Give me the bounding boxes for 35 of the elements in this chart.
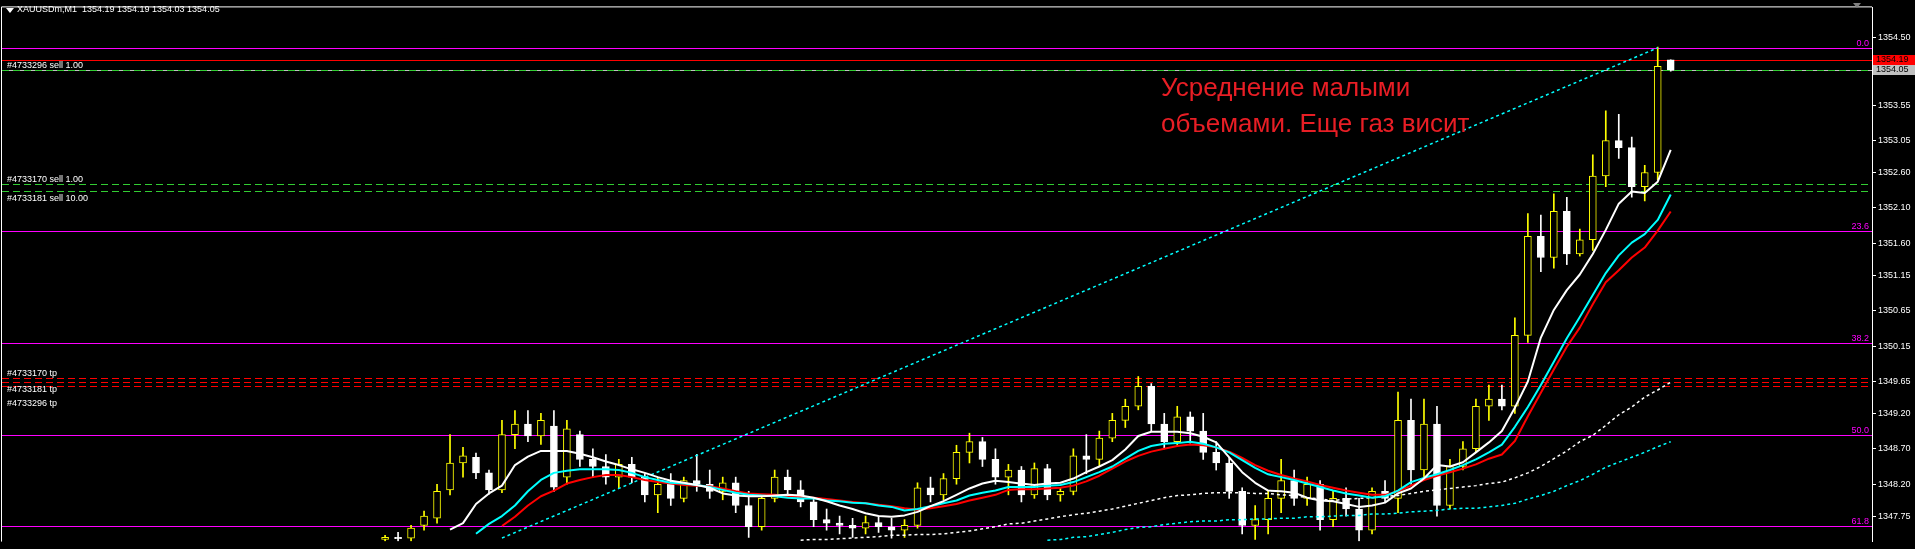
line-series [1046, 440, 1672, 541]
y-tick-label: 1352.10 [1878, 202, 1911, 213]
ref-line-label: #4733181 sell 10.00 [7, 193, 89, 203]
y-tick-label: 1347.75 [1878, 510, 1911, 521]
y-tick-label: 1351.15 [1878, 269, 1911, 280]
candlestick [692, 454, 701, 492]
ref-line-label: #4733170 tp [7, 368, 58, 378]
chart-title: XAUUSDm,M1 1354.19 1354.19 1354.03 1354.05 [17, 4, 220, 15]
candlestick [1485, 384, 1493, 421]
y-tick-label: 1348.20 [1878, 478, 1911, 489]
candlestick [1614, 114, 1623, 159]
ref-line-label: #4733296 tp [7, 398, 58, 408]
ref-line-label: 1354.19 [1876, 54, 1909, 65]
y-tick-label: 1350.15 [1878, 340, 1911, 351]
y-tick-label: 1351.60 [1878, 237, 1911, 248]
y-tick-label: 1353.05 [1878, 135, 1911, 146]
annotation: 50.0 [1851, 424, 1869, 435]
y-tick-label: 1353.55 [1878, 99, 1911, 110]
y-tick-label: 1354.50 [1878, 32, 1911, 43]
annotation: 0.0 [1856, 37, 1869, 48]
y-tick-label: 1348.70 [1878, 443, 1911, 454]
ref-line-label: #4733296 sell 1.00 [7, 60, 84, 70]
y-tick-label: 1349.20 [1878, 407, 1911, 418]
ref-line-label: #4733170 sell 1.00 [7, 174, 84, 184]
annotation: 23.6 [1851, 220, 1869, 231]
ref-line-label: #4733181 tp [7, 384, 58, 394]
y-tick-label: 1349.65 [1878, 375, 1911, 386]
y-tick-label: 1352.60 [1878, 166, 1911, 177]
ref-line-label: 1354.05 [1876, 64, 1909, 75]
annotation: Усреднение малыми объемами. Еще газ висит [1161, 71, 1471, 140]
y-tick-label: 1350.65 [1878, 305, 1911, 316]
annotation: 38.2 [1851, 333, 1869, 344]
candlestick [459, 447, 467, 478]
candlestick [1251, 505, 1259, 540]
annotation: 61.8 [1851, 516, 1869, 527]
